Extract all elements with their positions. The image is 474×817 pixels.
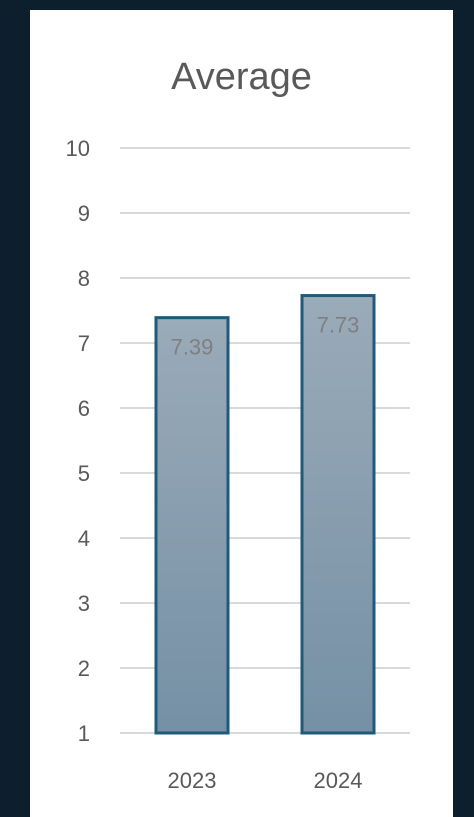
x-tick-label-2024: 2024 <box>314 768 363 793</box>
y-tick-label: 2 <box>78 656 90 681</box>
y-tick-label: 9 <box>78 201 90 226</box>
chart-panel: Average 1 2 3 4 5 6 7 8 9 10 7.39 7.73 2023 2024 <box>30 10 453 817</box>
y-tick-label: 6 <box>78 396 90 421</box>
y-tick-label: 7 <box>78 331 90 356</box>
chart-title: Average <box>171 56 312 98</box>
bar-2024 <box>300 294 376 735</box>
y-tick-label: 3 <box>78 591 90 616</box>
data-label-2024: 7.73 <box>317 313 360 338</box>
y-tick-label: 8 <box>78 266 90 291</box>
y-axis-tick-labels: 1 2 3 4 5 6 7 8 9 10 <box>66 136 90 746</box>
y-tick-label: 10 <box>66 136 90 161</box>
data-label-2023: 7.39 <box>171 335 214 360</box>
y-tick-label: 4 <box>78 526 90 551</box>
bar-2023 <box>154 316 230 735</box>
bar-chart-plot: 1 2 3 4 5 6 7 8 9 10 7.39 7.73 2023 2024 <box>66 136 410 793</box>
y-tick-label: 5 <box>78 461 90 486</box>
data-labels: 7.39 7.73 <box>171 313 360 360</box>
x-axis-tick-labels: 2023 2024 <box>168 768 363 793</box>
y-tick-label: 1 <box>78 721 90 746</box>
x-tick-label-2023: 2023 <box>168 768 217 793</box>
bars <box>154 294 376 735</box>
